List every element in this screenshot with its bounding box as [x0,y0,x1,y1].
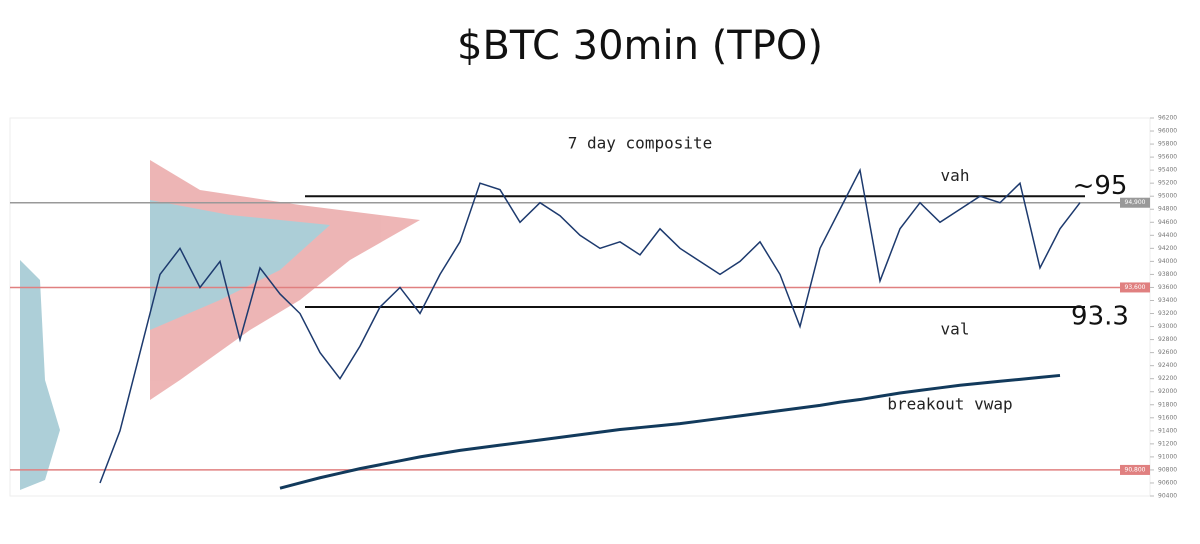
level-label: 90,800 [1125,466,1146,473]
y-tick-label: 95200 [1158,180,1177,187]
y-tick-label: 94200 [1158,245,1177,252]
y-tick-label: 92400 [1158,362,1177,369]
series-line [279,373,1061,490]
plot-frame [9,117,1151,497]
y-tick-label: 90400 [1158,493,1177,500]
y-tick-label: 92600 [1158,349,1177,356]
y-tick-label: 95000 [1158,193,1177,200]
y-tick-label: 90600 [1158,479,1177,486]
level-tag [1120,464,1150,475]
y-tick-label: 93800 [1158,271,1177,278]
y-tick-label: 96200 [1158,115,1177,122]
y-tick-label: 91400 [1158,427,1177,434]
y-tick-label: 96000 [1158,128,1177,135]
y-tick-label: 94400 [1158,232,1177,239]
y-tick-label: 94000 [1158,258,1177,265]
y-tick-label: 92200 [1158,375,1177,382]
level-label: 94,900 [1125,199,1146,206]
annotation: val [941,319,970,338]
series-line [99,167,1081,484]
y-tick-label: 93400 [1158,297,1177,304]
tpo-profile [20,160,420,490]
y-tick-label: 94800 [1158,206,1177,213]
y-tick-label: 91000 [1158,453,1177,460]
annotation: ~95 [1073,171,1128,201]
y-tick-label: 93600 [1158,284,1177,291]
annotation: vah [941,166,970,185]
y-tick-label: 95800 [1158,141,1177,148]
y-tick-label: 92000 [1158,388,1177,395]
annotation: 93.3 [1071,301,1129,331]
y-tick-label: 93000 [1158,323,1177,330]
y-tick-label: 94600 [1158,219,1177,226]
y-tick-label: 92800 [1158,336,1177,343]
y-tick-label: 90800 [1158,466,1177,473]
level-tag [1120,197,1150,208]
level-label: 93,600 [1125,284,1146,291]
level-tag [1120,282,1150,293]
chart-title: $BTC 30min (TPO) [457,23,823,69]
y-tick-label: 95400 [1158,167,1177,174]
y-tick-label: 93200 [1158,310,1177,317]
annotation: breakout vwap [887,394,1012,413]
y-tick-label: 91600 [1158,414,1177,421]
y-tick-label: 91200 [1158,440,1177,447]
y-tick-label: 91800 [1158,401,1177,408]
annotation: 7 day composite [568,134,713,153]
y-tick-label: 95600 [1158,154,1177,161]
